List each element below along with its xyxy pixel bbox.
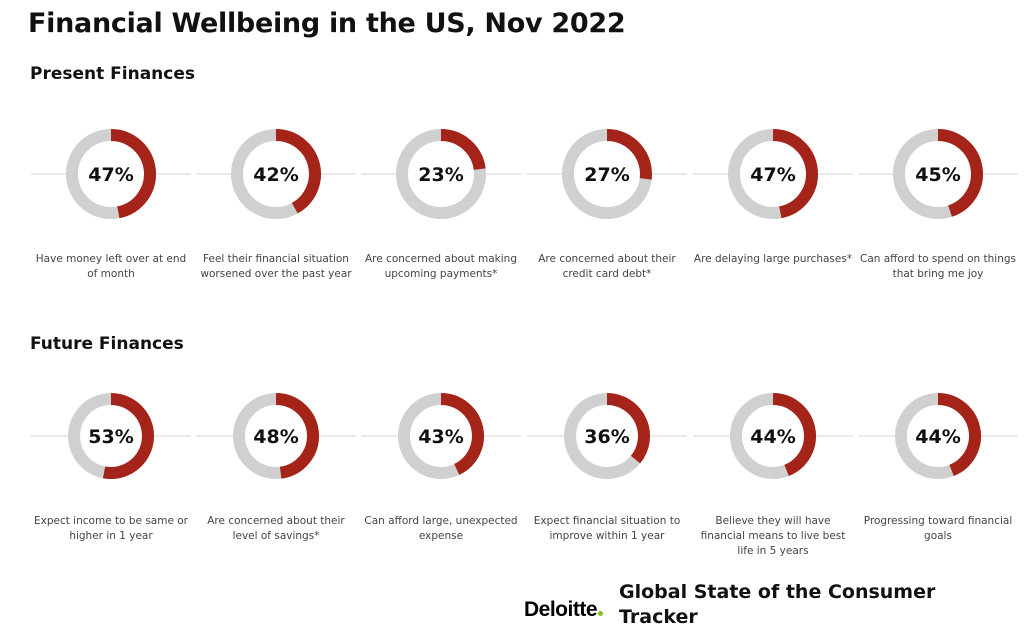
donut: 23% <box>361 129 521 219</box>
donut-value-label: 48% <box>253 426 298 448</box>
donut-value-arc <box>606 393 650 464</box>
donut-value-label: 43% <box>418 426 463 448</box>
donut-value-label: 44% <box>915 426 960 448</box>
donut-category-label: Have money left over at end of month <box>35 253 187 280</box>
donut-category-label: Can afford to spend on things that bring… <box>859 253 1016 280</box>
donut-background <box>398 393 484 479</box>
donut-background <box>730 393 816 479</box>
donut-category-label: Expect income to be same or higher in 1 … <box>33 515 188 542</box>
donut: 53% <box>31 393 191 479</box>
donut-background <box>562 129 652 219</box>
donut-value-label: 27% <box>584 164 629 186</box>
donut: 36% <box>527 393 687 479</box>
donut-category-label: Are concerned about making upcoming paym… <box>364 253 517 280</box>
donut-category-label: Believe they will have financial means t… <box>700 515 846 557</box>
donut-value-arc <box>772 129 818 219</box>
donut-background <box>728 129 818 219</box>
donut-value-label: 42% <box>253 164 298 186</box>
donut: 43% <box>361 393 521 479</box>
donut-category-label: Expect financial situation to improve wi… <box>533 515 681 542</box>
footer: Deloitte Global State of the Consumer Tr… <box>524 580 999 630</box>
donut-background <box>893 129 983 219</box>
donut-category-label: Are delaying large purchases* <box>693 253 853 265</box>
donut-category-label: Are concerned about their level of savin… <box>207 515 345 542</box>
donut-value-arc <box>110 129 156 219</box>
donut-value-arc <box>937 129 983 217</box>
donut-value-label: 36% <box>584 426 629 448</box>
donut-value-arc <box>102 393 154 479</box>
donut-value-arc <box>440 393 484 475</box>
donut: 47% <box>693 129 853 219</box>
donut-value-label: 53% <box>88 426 133 448</box>
donut: 45% <box>858 129 1018 219</box>
donut-value-arc <box>937 393 981 476</box>
donut-value-arc <box>275 393 319 479</box>
donut-value-label: 44% <box>750 426 795 448</box>
section-title-future: Future Finances <box>30 334 184 354</box>
donut: 44% <box>693 393 853 479</box>
donut-category-label: Are concerned about their credit card de… <box>538 253 676 280</box>
tracker-title: Global State of the Consumer Tracker <box>619 581 936 628</box>
donut: 47% <box>31 129 191 219</box>
deloitte-logo: Deloitte <box>524 598 604 622</box>
donut-value-arc <box>440 129 486 171</box>
donut-background <box>231 129 321 219</box>
donut-value-label: 23% <box>418 164 463 186</box>
donut-background <box>895 393 981 479</box>
page-title: Financial Wellbeing in the US, Nov 2022 <box>28 8 626 39</box>
donut-background <box>564 393 650 479</box>
donut-background <box>66 129 156 219</box>
donut-category-label: Progressing toward financial goals <box>863 515 1013 542</box>
donut-value-label: 45% <box>915 164 960 186</box>
section-title-present: Present Finances <box>30 64 196 84</box>
donut: 44% <box>858 393 1018 479</box>
donut: 27% <box>527 129 687 219</box>
donut-value-label: 47% <box>88 164 133 186</box>
donut-category-label: Can afford large, unexpected expense <box>364 515 518 542</box>
logo-dot-icon <box>598 611 604 616</box>
donut-background <box>68 393 154 479</box>
donut-category-label: Feel their financial situation worsened … <box>200 253 352 280</box>
donut-value-arc <box>275 129 321 214</box>
donut-background <box>233 393 319 479</box>
donut: 48% <box>196 393 356 479</box>
donut-value-label: 47% <box>750 164 795 186</box>
donut-background <box>396 129 486 219</box>
donut-value-arc <box>772 393 816 476</box>
donut: 42% <box>196 129 356 219</box>
donut-value-arc <box>606 129 652 180</box>
logo-text: Deloitte <box>524 598 598 621</box>
